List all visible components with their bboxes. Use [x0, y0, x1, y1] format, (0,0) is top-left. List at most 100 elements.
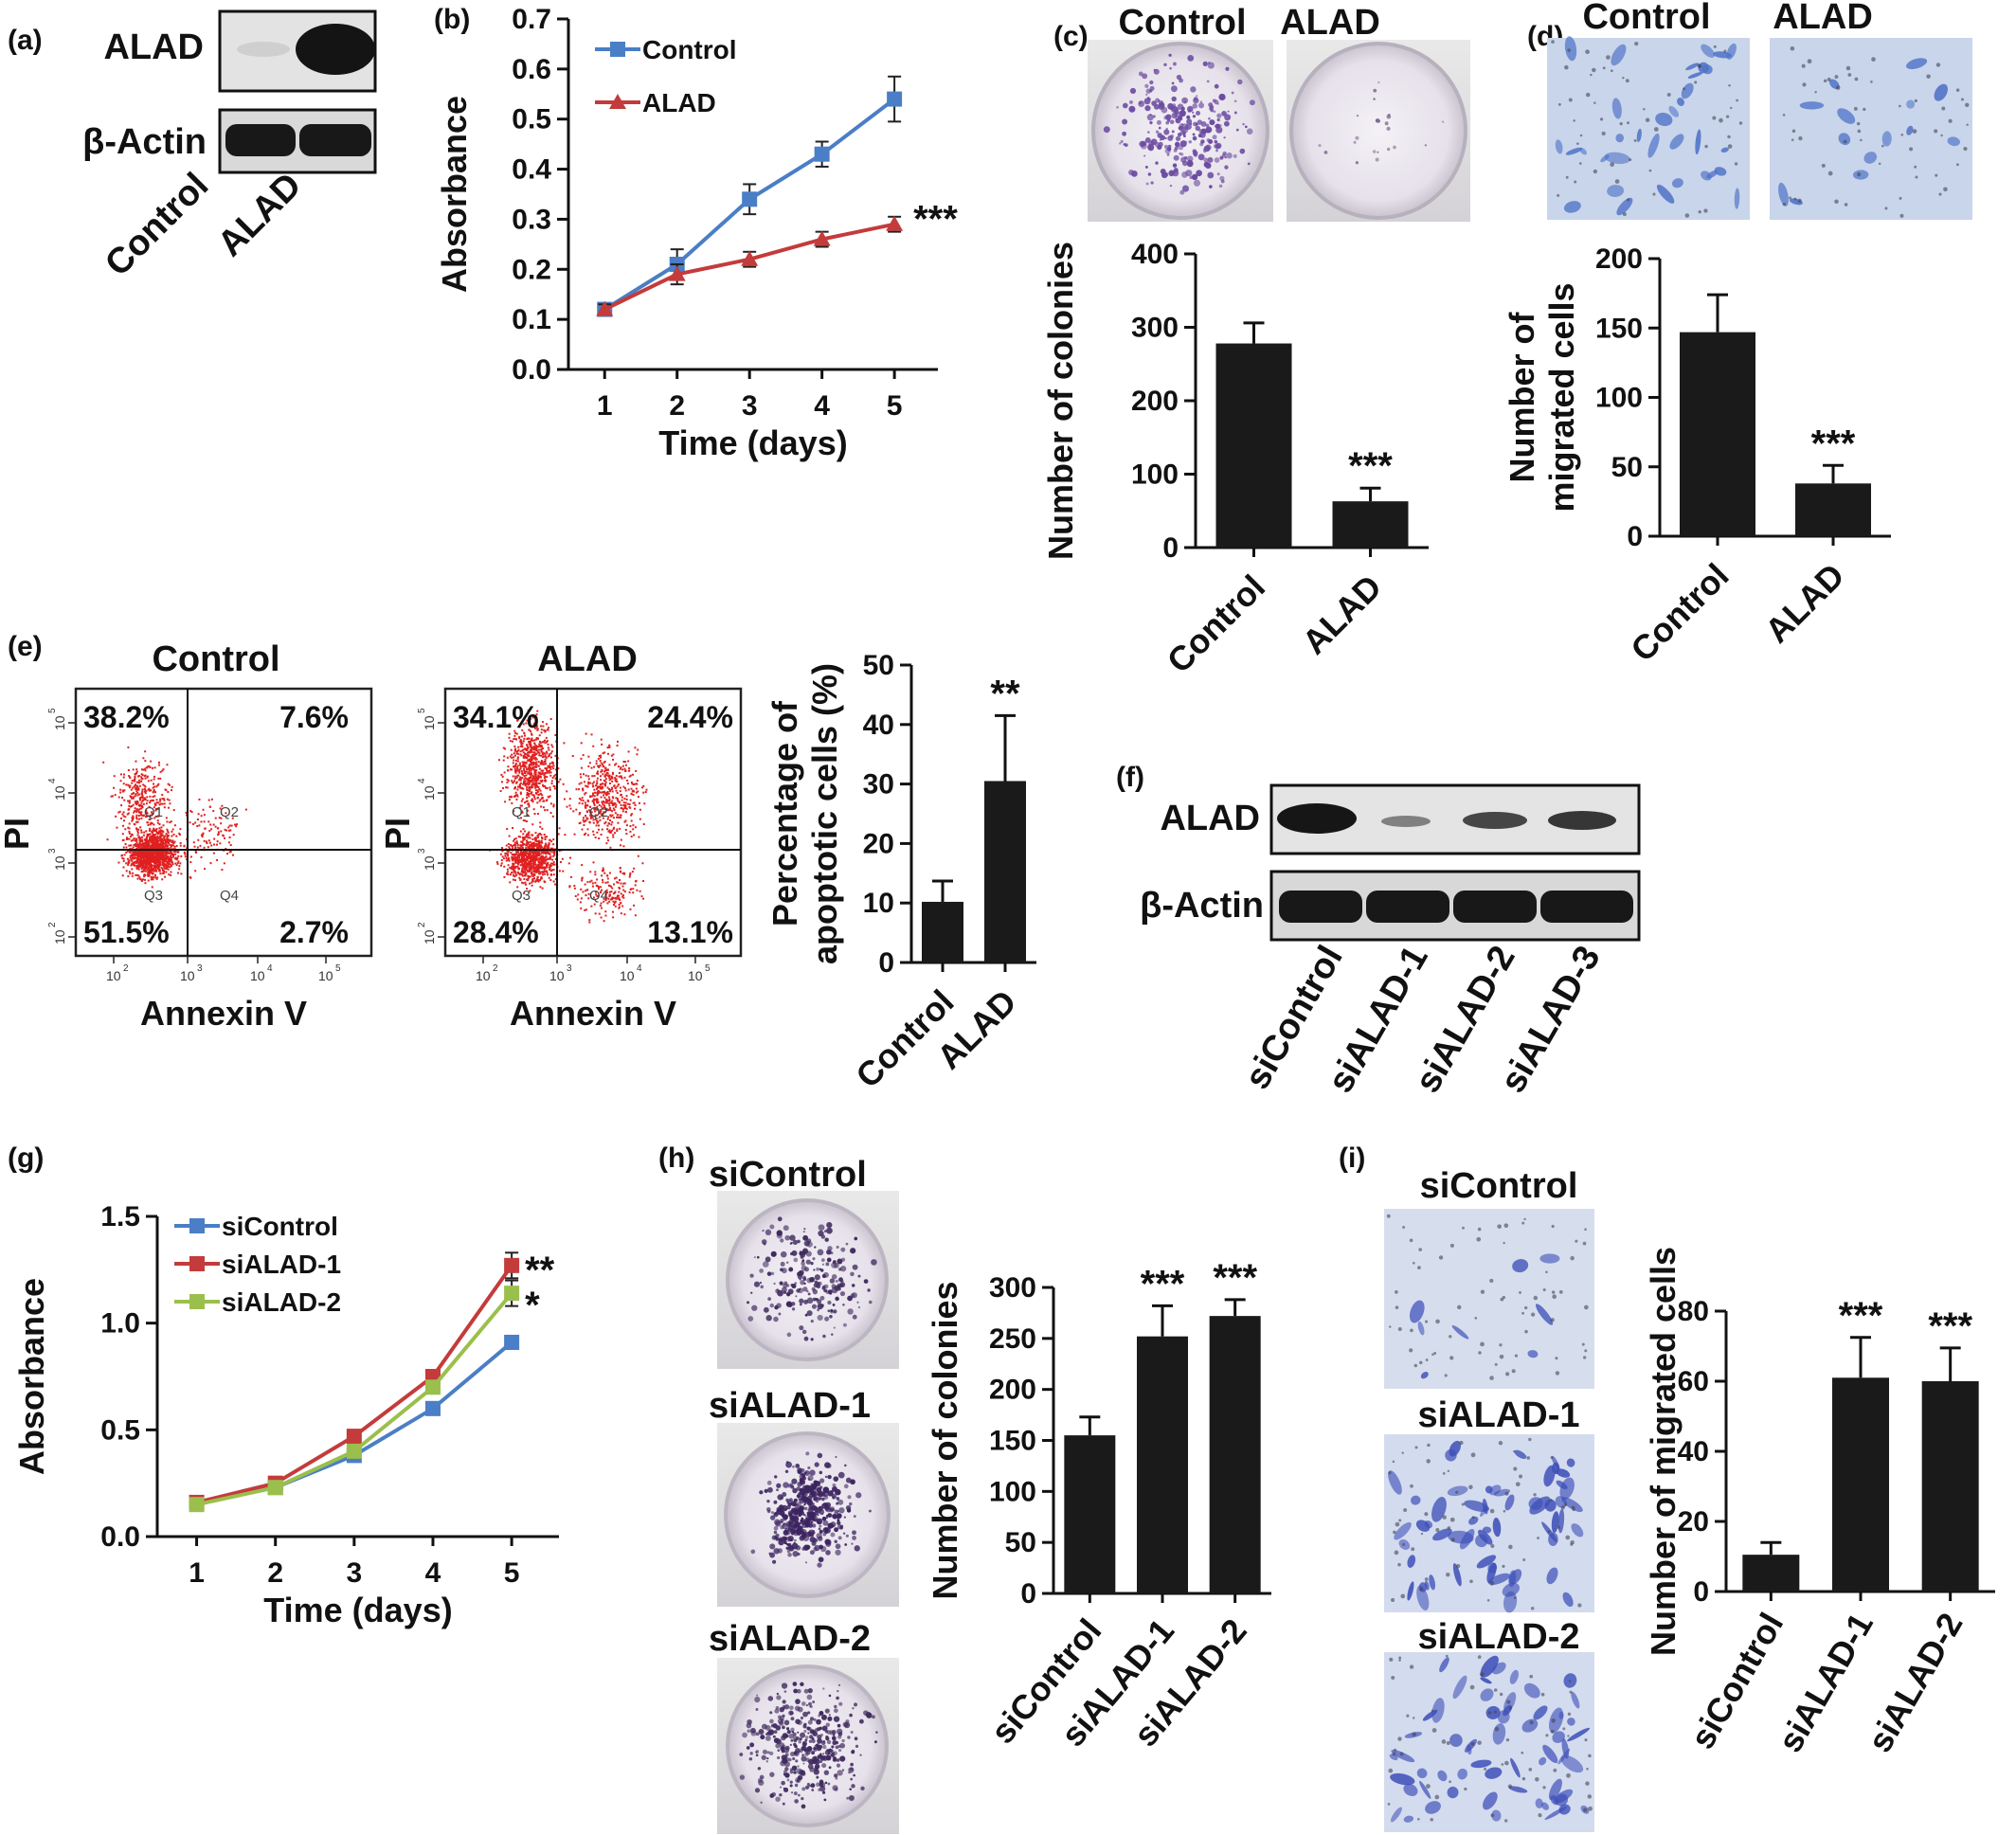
- sc-ctrl-a-pt-887: [150, 858, 153, 861]
- sc-alad-c-pt-245: [594, 818, 597, 820]
- sc-ctrl-a-pt-1117: [158, 869, 161, 872]
- sc-alad-d-pt-48: [611, 910, 614, 913]
- dots-c-alad-dot-8: [1355, 161, 1359, 165]
- sc-alad-c-pt-343: [625, 833, 628, 836]
- sc-alad-b-pt-283: [562, 783, 565, 785]
- sc-alad-d-pt-123: [608, 900, 611, 903]
- sc-alad-c-pt-345: [604, 783, 607, 785]
- sc-alad-b-pt-219: [512, 762, 514, 765]
- cells-d-control-cell-17: [1604, 152, 1630, 165]
- cell-blobs-d-control: [1551, 36, 1743, 218]
- sc-alad-b-pt-75: [546, 766, 549, 769]
- sc-ctrl-a-pt-169: [121, 833, 124, 836]
- sc-alad-d-pt-73: [569, 875, 572, 878]
- sc-ctrl-c-pt-113: [189, 821, 191, 824]
- sc-alad-c-pt-433: [611, 800, 614, 802]
- dots-h-0-dot-192: [801, 1261, 805, 1267]
- dots-c-alad-dot-2: [1393, 145, 1396, 150]
- sc-ctrl-a-pt-1116: [162, 837, 165, 839]
- sc-alad-c-pt-212: [589, 814, 592, 817]
- sc-alad-b-pt-542: [544, 767, 547, 770]
- sc-ctrl-a-pt-1115: [147, 843, 150, 846]
- sc-alad-c-pt-123: [620, 816, 622, 819]
- sc-alad-b-pt-340: [544, 784, 547, 787]
- sc-alad-d-pt-140: [628, 875, 631, 878]
- dots-h-0-dot-121: [788, 1267, 794, 1272]
- dots-h-0-dot-214: [821, 1263, 824, 1266]
- cells-d-control-pore-13: [1729, 106, 1733, 110]
- dots-c-control-dot-80: [1123, 143, 1126, 146]
- sc-alad-c-pt-340: [608, 744, 611, 747]
- sc-alad-c-pt-194: [613, 784, 616, 787]
- sc-alad-a-pt-823: [533, 837, 536, 839]
- sc-ctrl-a-pt-110: [159, 873, 162, 875]
- sc-ctrl-a-pt-1176: [117, 861, 120, 864]
- sc-alad-c-pt-127: [623, 767, 626, 770]
- sc-alad-a-pt-664: [528, 851, 531, 854]
- sc-alad-b-pt-81: [537, 785, 540, 788]
- sc-alad-b-pt-354: [543, 774, 546, 777]
- sc-ctrl-c-pt-65: [204, 868, 207, 871]
- sc-alad-d-pt-104: [602, 878, 604, 881]
- sc-alad-b-pt-150: [540, 725, 543, 728]
- sc-ctrl-b-pt-182: [171, 789, 173, 792]
- sc-alad-a-pt-734: [531, 872, 533, 874]
- sc-alad-d-pt-52: [587, 892, 590, 895]
- sc-alad-c-pt-71: [605, 801, 608, 804]
- sc-alad-c-pt-136: [591, 816, 594, 819]
- image-c-label-alad: ALAD: [1280, 3, 1380, 43]
- sc-alad-c-pt-101: [637, 790, 639, 793]
- dots-h-0-dot-62: [820, 1258, 825, 1263]
- sc-alad-a-pt-672: [516, 862, 519, 865]
- sc-ctrl-a-pt-221: [154, 876, 157, 879]
- sc-alad-b-pt-597: [523, 732, 526, 735]
- sc-ctrl-b-pt-101: [158, 764, 161, 766]
- sc-ctrl-a-pt-1239: [152, 843, 154, 846]
- sc-alad-a-pt-869: [544, 852, 547, 855]
- sc-ctrl-a-pt-555: [121, 856, 124, 859]
- sc-ctrl-c-pt-10: [217, 834, 220, 837]
- sc-ctrl-b-pt-249: [146, 815, 149, 818]
- sc-alad-b-pt-140: [520, 765, 523, 767]
- sc-ctrl-a-pt-854: [128, 860, 131, 863]
- sc-ctrl-a-pt-743: [135, 873, 138, 876]
- sc-ctrl-a-pt-607: [151, 886, 153, 889]
- sc-alad-a-pt-795: [548, 876, 550, 879]
- sc-alad-b-pt-468: [531, 794, 534, 797]
- sc-alad-a-pt-537: [531, 866, 534, 869]
- dots-h-0-dot-123: [780, 1238, 784, 1243]
- sc-ctrl-a-pt-1151: [155, 850, 158, 853]
- sc-alad-a-pt-653: [540, 864, 543, 867]
- sc-alad-b-pt-599: [532, 746, 535, 748]
- sc-alad-c-pt-389: [619, 814, 621, 817]
- sc-alad-d-pt-167: [611, 887, 614, 890]
- dots-c-control-dot-242: [1128, 169, 1135, 175]
- dots-c-control-dot-16: [1209, 119, 1215, 126]
- sc-alad-a-pt-349: [517, 863, 520, 866]
- dots-c-control-dot-106: [1193, 97, 1199, 104]
- sc-alad-a-pt-534: [536, 869, 539, 872]
- sc-ctrl-a-pt-1174: [153, 852, 156, 855]
- sc-alad-b-pt-678: [529, 786, 531, 789]
- blot-a-lane-control: Control: [98, 166, 216, 284]
- sc-alad-c-pt-115: [602, 807, 604, 810]
- cells-d-control-pore-15: [1610, 69, 1613, 73]
- sc-alad-a-pt-399: [543, 870, 546, 873]
- sc-ctrl-a-pt-1028: [164, 856, 167, 859]
- cells-d-alad-pore-44: [1847, 73, 1852, 77]
- sc-ctrl-b-pt-299: [144, 760, 147, 763]
- sc-ctrl-c-pt-37: [202, 832, 205, 835]
- dots-h-1-dot-119: [819, 1529, 823, 1534]
- sc-ctrl-a-pt-662: [143, 845, 146, 848]
- dots-h-0-dot-37: [791, 1307, 796, 1311]
- sc-alad-b-pt-353: [545, 763, 548, 765]
- sc-alad-b-pt-385: [557, 781, 560, 783]
- dots-h-0-dot-101: [801, 1259, 805, 1262]
- sc-alad-b-pt-111: [531, 753, 534, 756]
- sc-alad-d-pt-173: [607, 884, 610, 887]
- sc-alad-a-pt-239: [513, 857, 515, 860]
- sc-alad-d-pt-54: [610, 891, 613, 893]
- cells-d-alad-pore-32: [1955, 88, 1960, 92]
- sc-ctrl-a-pt-829: [151, 841, 153, 844]
- sc-alad-a-pt-187: [509, 866, 512, 869]
